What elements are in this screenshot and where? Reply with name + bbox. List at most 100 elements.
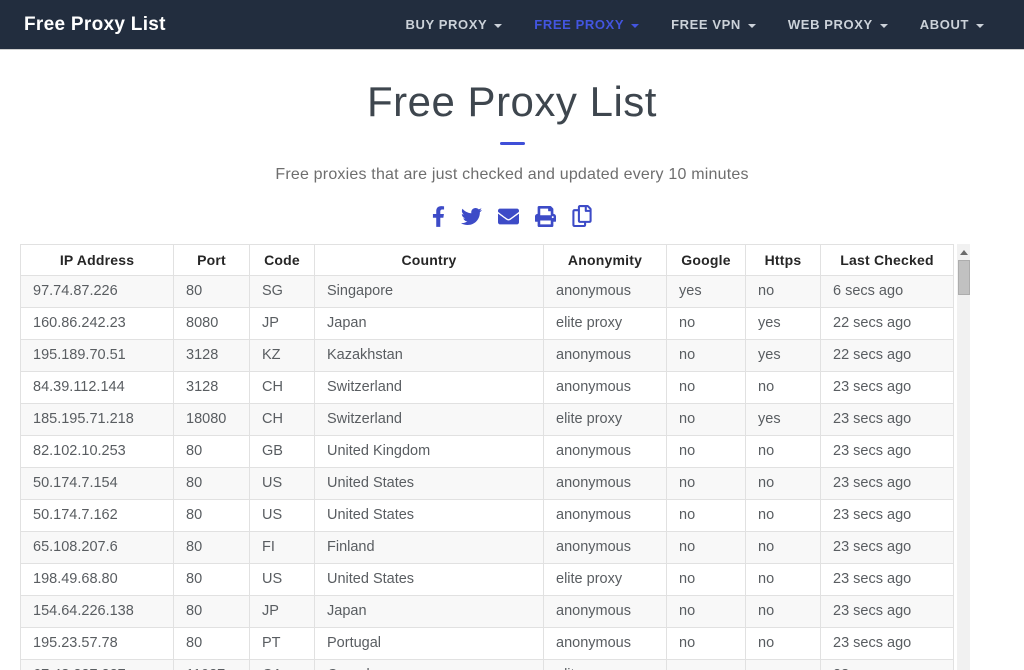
table-row: 160.86.242.23 8080 JP Japan elite proxy … xyxy=(20,307,954,340)
cell-port: 80 xyxy=(173,595,250,628)
column-header-code[interactable]: Code xyxy=(249,244,315,276)
cell-code: SG xyxy=(249,275,315,308)
cell-port: 80 xyxy=(173,531,250,564)
nav-item-free-proxy[interactable]: FREE PROXY xyxy=(534,17,640,32)
cell-code: CA xyxy=(249,659,315,670)
cell-anonymity: anonymous xyxy=(543,371,667,404)
cell-https: no xyxy=(745,595,821,628)
page-subtitle: Free proxies that are just checked and u… xyxy=(275,166,749,183)
table-row: 195.189.70.51 3128 KZ Kazakhstan anonymo… xyxy=(20,339,954,372)
cell-port: 80 xyxy=(173,563,250,596)
cell-google: no xyxy=(666,403,746,436)
cell-port: 80 xyxy=(173,275,250,308)
table-row: 82.102.10.253 80 GB United Kingdom anony… xyxy=(20,435,954,468)
cell-anonymity: elite proxy xyxy=(543,403,667,436)
column-header-https[interactable]: Https xyxy=(745,244,821,276)
table-row: 198.49.68.80 80 US United States elite p… xyxy=(20,563,954,596)
cell-country: Japan xyxy=(314,307,544,340)
cell-port: 3128 xyxy=(173,371,250,404)
cell-country: Canada xyxy=(314,659,544,670)
nav-item-buy-proxy[interactable]: BUY PROXY xyxy=(406,17,503,32)
column-header-country[interactable]: Country xyxy=(314,244,544,276)
cell-https: no xyxy=(745,531,821,564)
cell-ip-address: 160.86.242.23 xyxy=(20,307,174,340)
cell-last-checked: 23 secs ago xyxy=(820,467,954,500)
cell-last-checked: 23 secs ago xyxy=(820,371,954,404)
cell-anonymity: elite proxy xyxy=(543,563,667,596)
cell-country: Japan xyxy=(314,595,544,628)
cell-ip-address: 65.108.207.6 xyxy=(20,531,174,564)
nav-links: BUY PROXY FREE PROXY FREE VPN WEB PROXY … xyxy=(406,17,1024,32)
cell-code: CH xyxy=(249,371,315,404)
cell-country: United States xyxy=(314,563,544,596)
nav-item-label: FREE PROXY xyxy=(534,17,625,32)
cell-code: FI xyxy=(249,531,315,564)
cell-last-checked: 23 secs ago xyxy=(820,627,954,660)
cell-last-checked: 22 secs ago xyxy=(820,339,954,372)
nav-item-free-vpn[interactable]: FREE VPN xyxy=(671,17,756,32)
cell-anonymity: anonymous xyxy=(543,499,667,532)
cell-https: no xyxy=(745,371,821,404)
caret-down-icon xyxy=(631,23,640,28)
nav-item-web-proxy[interactable]: WEB PROXY xyxy=(788,17,888,32)
scrollbar-up-arrow-icon[interactable] xyxy=(957,248,970,257)
cell-ip-address: 198.49.68.80 xyxy=(20,563,174,596)
facebook-icon[interactable] xyxy=(432,205,445,227)
twitter-icon[interactable] xyxy=(461,206,482,227)
cell-port: 80 xyxy=(173,627,250,660)
nav-item-about[interactable]: ABOUT xyxy=(920,17,984,32)
hero-section: Free Proxy List Free proxies that are ju… xyxy=(0,78,1024,228)
table-header-row: IP Address Port Code Country Anonymity G… xyxy=(20,244,954,276)
cell-last-checked: 23 secs ago xyxy=(820,659,954,670)
cell-ip-address: 84.39.112.144 xyxy=(20,371,174,404)
email-icon[interactable] xyxy=(498,206,519,227)
cell-https: no xyxy=(745,435,821,468)
table-row: 65.108.207.6 80 FI Finland anonymous no … xyxy=(20,531,954,564)
cell-anonymity: anonymous xyxy=(543,275,667,308)
proxy-table-body: 97.74.87.226 80 SG Singapore anonymous y… xyxy=(20,275,954,670)
copy-icon[interactable] xyxy=(572,205,592,227)
cell-country: Portugal xyxy=(314,627,544,660)
column-header-last-checked[interactable]: Last Checked xyxy=(820,244,954,276)
cell-https: yes xyxy=(745,659,821,670)
table-row: 50.174.7.154 80 US United States anonymo… xyxy=(20,467,954,500)
cell-ip-address: 154.64.226.138 xyxy=(20,595,174,628)
cell-country: United States xyxy=(314,467,544,500)
cell-https: no xyxy=(745,499,821,532)
column-header-anonymity[interactable]: Anonymity xyxy=(543,244,667,276)
proxy-table: IP Address Port Code Country Anonymity G… xyxy=(20,244,954,670)
column-header-port[interactable]: Port xyxy=(173,244,250,276)
cell-code: US xyxy=(249,563,315,596)
cell-ip-address: 82.102.10.253 xyxy=(20,435,174,468)
table-scrollbar[interactable] xyxy=(957,244,970,670)
column-header-ip-address[interactable]: IP Address xyxy=(20,244,174,276)
cell-country: Switzerland xyxy=(314,371,544,404)
column-header-google[interactable]: Google xyxy=(666,244,746,276)
cell-code: US xyxy=(249,499,315,532)
cell-last-checked: 6 secs ago xyxy=(820,275,954,308)
cell-port: 80 xyxy=(173,499,250,532)
cell-ip-address: 67.43.227.227 xyxy=(20,659,174,670)
cell-anonymity: anonymous xyxy=(543,435,667,468)
cell-anonymity: anonymous xyxy=(543,339,667,372)
scrollbar-thumb[interactable] xyxy=(958,260,970,295)
cell-code: CH xyxy=(249,403,315,436)
cell-last-checked: 22 secs ago xyxy=(820,307,954,340)
cell-port: 11027 xyxy=(173,659,250,670)
cell-anonymity: elite proxy xyxy=(543,307,667,340)
proxy-table-container: IP Address Port Code Country Anonymity G… xyxy=(20,244,970,670)
cell-google: no xyxy=(666,307,746,340)
cell-code: JP xyxy=(249,307,315,340)
nav-item-label: BUY PROXY xyxy=(405,17,488,32)
cell-https: yes xyxy=(745,339,821,372)
cell-google: no xyxy=(666,467,746,500)
caret-down-icon xyxy=(747,23,756,28)
print-icon[interactable] xyxy=(535,205,556,227)
facebook-glyph xyxy=(432,205,445,227)
cell-code: US xyxy=(249,467,315,500)
cell-ip-address: 97.74.87.226 xyxy=(20,275,174,308)
brand-link[interactable]: Free Proxy List xyxy=(24,13,166,35)
cell-anonymity: elite proxy xyxy=(543,659,667,670)
cell-google: no xyxy=(666,595,746,628)
caret-down-icon xyxy=(879,23,888,28)
